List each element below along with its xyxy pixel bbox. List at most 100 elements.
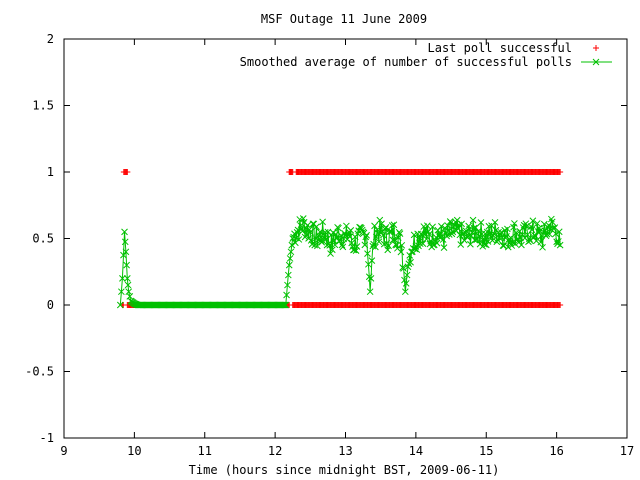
smoothed-average-point (429, 223, 436, 231)
smoothed-average-point (122, 248, 130, 256)
smoothed-average-point (288, 241, 296, 249)
smoothed-average-point (368, 257, 376, 265)
y-tick-label: 1.5 (32, 99, 54, 113)
smoothed-average-point (482, 241, 490, 249)
y-tick-label: -0.5 (25, 365, 54, 379)
smoothed-average-point (526, 235, 533, 243)
smoothed-average-point (379, 231, 387, 239)
smoothed-average-point (286, 255, 294, 262)
legend-label-smoothed: Smoothed average of number of successful… (240, 55, 572, 69)
smoothed-average-point (458, 220, 465, 228)
smoothed-average-point (335, 224, 342, 232)
smoothed-average-point (539, 243, 546, 251)
smoothed-average-point (518, 231, 526, 238)
smoothed-average-point (295, 236, 303, 243)
smoothed-average-point (497, 229, 505, 236)
x-tick-label: 12 (268, 444, 282, 458)
x-tick-label: 15 (479, 444, 493, 458)
smoothed-average-point (500, 242, 508, 250)
smoothed-average-point (325, 240, 333, 248)
smoothed-average-point (372, 243, 379, 251)
smoothed-average-point (284, 271, 292, 279)
smoothed-average-point (555, 238, 562, 245)
smoothed-average-point (306, 228, 314, 236)
smoothed-average-point (321, 229, 329, 236)
smoothed-average-point (556, 241, 564, 249)
smoothed-average-point (346, 233, 354, 240)
smoothed-average-point (367, 275, 375, 282)
smoothed-average-point (119, 275, 126, 282)
legend-label-last-poll: Last poll successful (428, 41, 573, 55)
legend-marker-smoothed (592, 58, 600, 66)
smoothed-average-point (121, 238, 129, 246)
smoothed-average-point (546, 230, 553, 238)
smoothed-average-point (328, 246, 336, 254)
smoothed-average-point (440, 244, 448, 251)
smoothed-average-point (490, 230, 498, 238)
smoothed-average-point (548, 218, 556, 226)
smoothed-average-point (472, 224, 480, 231)
x-tick-label: 11 (198, 444, 212, 458)
smoothed-average-point (358, 226, 366, 234)
smoothed-average-point (313, 223, 320, 231)
smoothed-average-point (511, 220, 518, 227)
smoothed-average-point (416, 240, 424, 248)
y-tick-label: 0.5 (32, 232, 54, 246)
x-tick-label: 13 (338, 444, 352, 458)
smoothed-average-point (448, 230, 456, 238)
chart-title: MSF Outage 11 June 2009 (261, 12, 427, 26)
smoothed-average-point (123, 275, 131, 282)
smoothed-average-point (456, 231, 464, 239)
y-tick-label: -1 (40, 431, 54, 445)
success-point (557, 302, 564, 308)
smoothed-average-point (457, 241, 465, 248)
smoothed-average-point (353, 243, 361, 250)
smoothed-average-point (438, 222, 445, 230)
smoothed-average-point (341, 229, 348, 237)
smoothed-average-point (316, 228, 324, 236)
x-tick-label: 10 (127, 444, 141, 458)
smoothed-average-point (293, 229, 301, 236)
smoothed-average-point (469, 216, 477, 224)
smoothed-average-point (322, 235, 330, 243)
smoothed-average-point (533, 220, 541, 227)
smoothed-average-point (484, 238, 492, 245)
axes: 9 10 11 12 13 14 15 16 17 -1 -0.5 0 0.5 1 1.5 2 (25, 32, 634, 458)
smoothed-average-point (390, 221, 398, 229)
smoothed-average-point (504, 225, 511, 233)
smoothed-average-point (406, 252, 414, 259)
smoothed-average-point (499, 242, 507, 250)
smoothed-average-point (401, 276, 408, 284)
smoothed-average-point (389, 236, 397, 244)
smoothed-average-point (319, 218, 326, 226)
smoothed-average-point (398, 241, 406, 249)
y-tick-label: 0 (47, 298, 54, 312)
smoothed-average-point (403, 271, 411, 279)
smoothed-average-point (552, 230, 560, 238)
smoothed-average-point (366, 288, 374, 296)
smoothed-average-point (397, 248, 405, 256)
smoothed-average-point (519, 224, 527, 231)
smoothed-average-point (298, 225, 305, 233)
smoothed-average-point (387, 227, 394, 235)
smoothed-average-point (402, 280, 410, 287)
smoothed-average-point (388, 222, 396, 229)
smoothed-average-point (281, 301, 289, 309)
smoothed-average-point (120, 251, 127, 259)
smoothed-average-point (303, 231, 311, 239)
smoothed-average-point (378, 220, 385, 228)
y-tick-label: 2 (47, 32, 54, 46)
smoothed-average-point (419, 240, 427, 247)
smoothed-average-point (407, 258, 414, 266)
smoothed-average-point (381, 225, 389, 233)
smoothed-average-point (287, 248, 295, 256)
smoothed-average-point (413, 246, 421, 253)
smoothed-average-point (317, 237, 325, 244)
smoothed-average-point (118, 288, 125, 296)
x-tick-label: 16 (549, 444, 563, 458)
success-point (124, 169, 131, 175)
smoothed-average-point (363, 231, 370, 239)
smoothed-average-point (401, 288, 409, 296)
smoothed-average-point (333, 234, 341, 241)
